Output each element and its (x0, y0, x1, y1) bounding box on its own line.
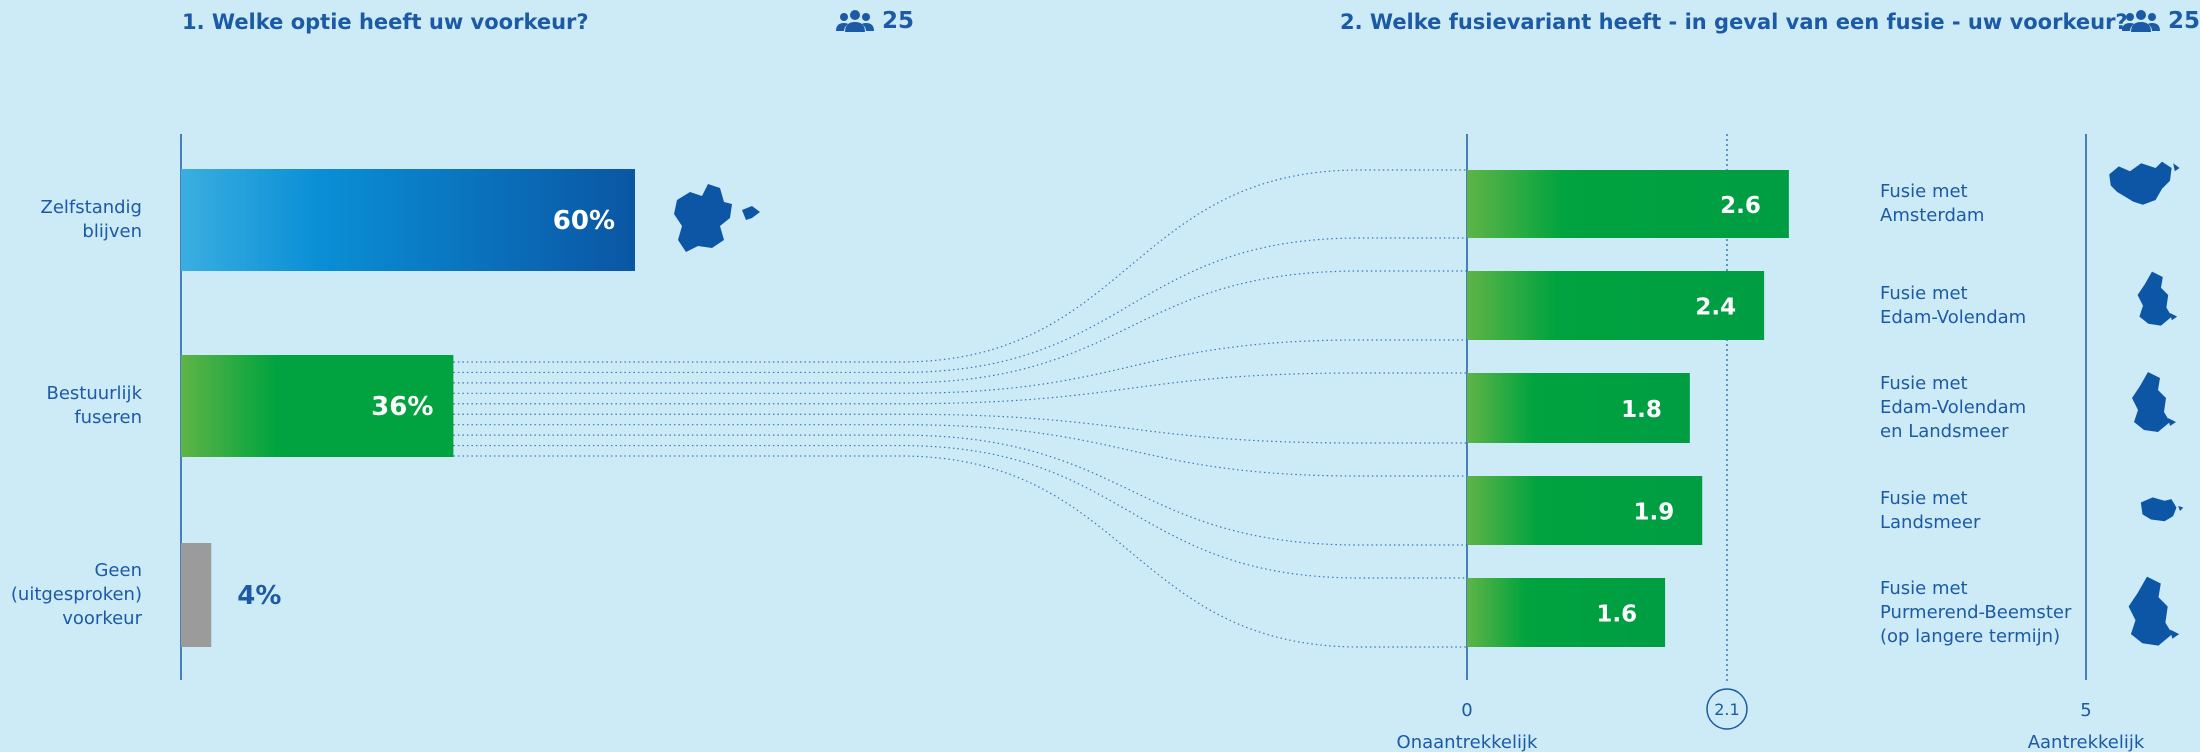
bar (181, 543, 212, 647)
connector-line (453, 270, 1467, 384)
category-label-line: Geen (94, 560, 142, 581)
category-label-line: en Landsmeer (1880, 421, 2009, 442)
data-label: 1.6 (1596, 602, 1637, 628)
category-label-line: fuseren (74, 407, 142, 428)
category-label: Geen (uitgesproken) voorkeur (2, 559, 142, 631)
data-label: 60% (553, 206, 615, 236)
category-label-line: Fusie met (1880, 181, 1968, 202)
connector-line (453, 424, 1467, 477)
bar (1467, 578, 1666, 647)
category-label-line: voorkeur (62, 608, 142, 629)
category-label-line: Amsterdam (1880, 205, 1985, 226)
category-label: Fusie met Purmerend-Beemster (op langere t… (1880, 577, 2100, 649)
connector-line (453, 434, 1467, 546)
maps (674, 161, 2184, 646)
category-label: Fusie met Amsterdam (1880, 180, 2100, 228)
category-label-line: Fusie met (1880, 577, 1968, 599)
people-group-icon (2122, 10, 2160, 32)
category-label: Fusie met Landsmeer (1880, 487, 2100, 535)
category-label: Fusie met Edam-Volendam (1880, 282, 2100, 330)
bar (1467, 170, 1789, 238)
municipality-map-icon (2109, 161, 2180, 205)
category-label-line: Edam-Volendam (1880, 306, 2027, 328)
tick-label: 0 (1461, 700, 1472, 721)
category-label-line: Landsmeer (1880, 511, 1981, 533)
municipality-map-icon (2140, 497, 2184, 522)
connector-line (453, 455, 1467, 648)
category-label-line: Fusie met (1880, 487, 1968, 509)
chart-1: 60% 36% 4% (180, 134, 635, 680)
chart-2-respondents: 25 (2122, 8, 2200, 34)
data-label: 4% (237, 581, 281, 611)
connector-line (453, 444, 1467, 579)
bar (181, 355, 454, 457)
category-label-line: Purmerend-Beemster (1880, 601, 2072, 623)
municipality-map-icon (2137, 271, 2178, 326)
bar (181, 169, 635, 271)
category-label: Fusie met Edam-Volendam en Landsmeer (1880, 372, 2100, 444)
reference-marker (1706, 688, 1748, 730)
category-label: Bestuurlijk fuseren (2, 382, 142, 430)
connector-line (453, 237, 1467, 374)
municipality-map-icon (2128, 576, 2180, 646)
data-label: 36% (371, 392, 433, 422)
data-label: 2.6 (1720, 193, 1761, 219)
axis-min-caption: Onaantrekkelijk (1397, 732, 1538, 752)
category-label-line: blijven (82, 221, 142, 242)
reference-label: 2.1 (1714, 700, 1739, 719)
chart-1-title: 1. Welke optie heeft uw voorkeur? (182, 10, 589, 34)
connector-line (453, 169, 1467, 363)
category-label-line: Zelfstandig (40, 197, 142, 218)
data-label: 2.4 (1695, 295, 1736, 321)
respondent-count: 25 (882, 8, 915, 34)
municipality-map-icon (2132, 372, 2176, 432)
category-label-line: Bestuurlijk (46, 383, 142, 404)
bar (1467, 476, 1703, 545)
chart-1-respondents: 25 (836, 8, 914, 34)
chart-2: 2.6 2.4 1.8 1.9 1.6 0 5 2.1 Onaantrekkelijk Aantr… (1397, 134, 2145, 752)
people-group-icon (836, 10, 874, 32)
bar (1467, 373, 1690, 443)
axis-max-caption: Aantrekkelijk (2028, 732, 2145, 752)
respondent-count: 25 (2168, 8, 2200, 34)
connector-line (453, 339, 1467, 394)
category-label-line: Fusie met (1880, 373, 1968, 394)
connector-line (453, 372, 1467, 405)
connector-line (453, 413, 1467, 444)
connector-lines (453, 169, 1467, 648)
tick-label: 5 (2080, 700, 2091, 721)
municipality-map-icon (674, 184, 760, 252)
category-label-line: (op langere termijn) (1880, 625, 2061, 647)
category-label-line: Edam-Volendam (1880, 397, 2027, 418)
data-label: 1.9 (1633, 500, 1674, 526)
category-label-line: (uitgesproken) (10, 584, 142, 605)
data-label: 1.8 (1621, 397, 1662, 423)
category-label: Zelfstandig blijven (2, 196, 142, 244)
chart-2-title: 2. Welke fusievariant heeft - in geval v… (1340, 10, 2128, 34)
bar (1467, 271, 1765, 340)
category-label-line: Fusie met (1880, 282, 1968, 304)
